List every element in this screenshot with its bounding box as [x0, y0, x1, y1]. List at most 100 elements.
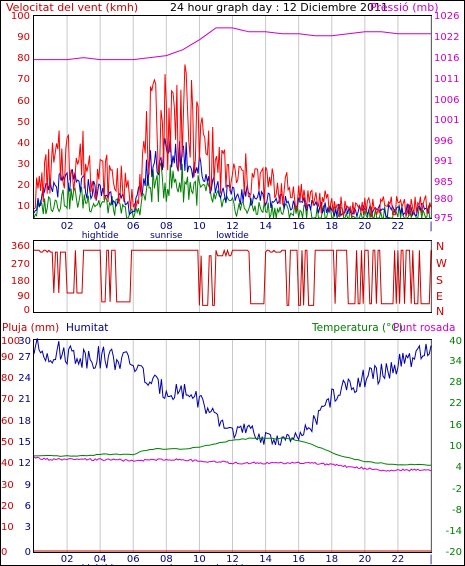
- direction-tick: 360: [11, 241, 30, 252]
- wind-gust-line: [33, 64, 432, 218]
- humidity-grid: [66, 340, 432, 552]
- rain-tick: 80: [1, 373, 14, 384]
- x-tick-label: |: [429, 221, 432, 232]
- x-tick-label: 22: [392, 554, 405, 565]
- event-label: sunrise: [150, 231, 183, 241]
- wind-x-labels: 02 04 06 08 10 12 14 16 18 20 22 | hightide sunrise lo…: [61, 221, 433, 241]
- dewpoint-line: [33, 456, 432, 472]
- x-tick-label: 08: [160, 554, 173, 565]
- humidity-temp-series: [33, 338, 432, 552]
- x-tick-label: 08: [160, 221, 173, 232]
- temperature-tick: 40: [449, 336, 462, 347]
- x-tick-label: 12: [226, 554, 239, 565]
- humidity-tick: 0: [25, 547, 31, 558]
- wind-min-line: [33, 162, 431, 220]
- compass-tick: N: [436, 240, 444, 253]
- pressure-tick: 975: [434, 213, 453, 224]
- temperature-line: [34, 437, 432, 466]
- rain-tick: 0: [1, 547, 7, 558]
- wind-axis-ticks: 100 90 80 70 60 50 40 30 20 10: [11, 11, 30, 212]
- x-tick-label: 06: [127, 554, 140, 565]
- humidity-tick: 30: [18, 336, 31, 347]
- temperature-tick: 16: [449, 420, 462, 431]
- temperature-tick: 10: [449, 441, 462, 452]
- x-tick-label: 16: [292, 554, 305, 565]
- temperature-axis-ticks: 40 34 28 22 16 10 4 -2 -8 -14 -20: [446, 336, 462, 558]
- pressure-tick: 1001: [434, 115, 459, 126]
- rain-tick: 90: [1, 352, 14, 363]
- wind-tick: 100: [11, 11, 30, 22]
- wind-tick: 90: [17, 32, 30, 43]
- x-tick-label: 02: [61, 221, 74, 232]
- rain-tick: 70: [1, 394, 14, 405]
- x-tick-label: 06: [127, 221, 140, 232]
- compass-tick: S: [436, 274, 443, 287]
- direction-tick: 90: [17, 291, 30, 302]
- pressure-tick: 1011: [434, 74, 459, 85]
- pressure-tick: 980: [434, 194, 453, 205]
- pressure-tick: 996: [434, 136, 453, 147]
- wind-tick: 20: [17, 180, 30, 191]
- rain-tick: 50: [1, 437, 14, 448]
- wind-title: Velocitat del vent (kmh): [6, 1, 138, 14]
- humidity-label: Humitat: [66, 322, 108, 334]
- humidity-tick: 24: [18, 373, 31, 384]
- humidity-tick: 6: [25, 501, 31, 512]
- x-tick-label: 04: [94, 554, 107, 565]
- event-label: lowtide: [216, 564, 249, 566]
- pressure-tick: 1022: [434, 32, 459, 43]
- direction-tick: 270: [11, 259, 30, 270]
- pressure-tick: 1016: [434, 53, 459, 64]
- compass-tick: E: [436, 290, 443, 303]
- temperature-tick: -14: [446, 526, 462, 537]
- pressure-line: [34, 27, 431, 61]
- direction-series: [34, 248, 432, 306]
- dewpoint-label: Punt rosada: [393, 322, 455, 334]
- x-tick-label: 04: [94, 221, 107, 232]
- rain-tick: 40: [1, 458, 14, 469]
- humidity-tick: 15: [18, 437, 31, 448]
- pressure-title: Pressió (mb): [370, 1, 439, 14]
- pressure-tick: 1006: [434, 95, 459, 106]
- direction-axis-ticks: 360 270 180 90 0 N W S E N: [11, 240, 447, 318]
- humidity-tick: 3: [25, 522, 31, 533]
- x-tick-label: 14: [259, 221, 272, 232]
- rain-label: Pluja (mm): [2, 322, 59, 334]
- x-tick-label: 16: [292, 221, 305, 232]
- compass-tick: N: [436, 305, 444, 318]
- temperature-tick: -8: [452, 505, 462, 516]
- humidity-axis-ticks: 30 27 24 21 18 15 12 9 6 3 0: [18, 336, 31, 558]
- wind-tick: 60: [17, 96, 30, 107]
- pressure-tick: 1026: [434, 11, 459, 22]
- humidity-tick: 27: [18, 352, 31, 363]
- humidity-tick: 18: [18, 416, 31, 427]
- pressure-axis-ticks: 1026 1022 1016 1011 1006 1001 996 991 98…: [434, 11, 459, 224]
- x-tick-label: 12: [226, 221, 239, 232]
- event-label: lowtide: [216, 231, 249, 241]
- compass-tick: W: [436, 257, 447, 270]
- x-tick-label: 20: [358, 554, 371, 565]
- temperature-tick: -2: [452, 484, 462, 495]
- temperature-tick: -20: [446, 547, 462, 558]
- x-tick-label: 18: [325, 221, 338, 232]
- humidity-tick: 9: [25, 480, 31, 491]
- x-tick-label: 22: [392, 221, 405, 232]
- x-tick-label: 10: [193, 554, 206, 565]
- event-label: hightide: [82, 564, 119, 566]
- temperature-tick: 22: [449, 398, 462, 409]
- rain-tick: 20: [1, 501, 14, 512]
- humidity-tick: 21: [18, 394, 31, 405]
- rain-tick: 10: [1, 522, 14, 533]
- rain-tick: 60: [1, 416, 14, 427]
- temperature-label: Temperatura (°C): [311, 322, 403, 334]
- humidity-tick: 12: [18, 458, 31, 469]
- wind-tick: 50: [17, 117, 30, 128]
- wind-tick: 30: [17, 159, 30, 170]
- direction-tick: 0: [24, 305, 30, 316]
- direction-line: [34, 248, 432, 306]
- wind-tick: 40: [17, 138, 30, 149]
- rain-tick: 100: [1, 336, 20, 347]
- wind-series: [33, 27, 432, 220]
- x-tick-label: 10: [193, 221, 206, 232]
- rain-tick: 30: [1, 480, 14, 491]
